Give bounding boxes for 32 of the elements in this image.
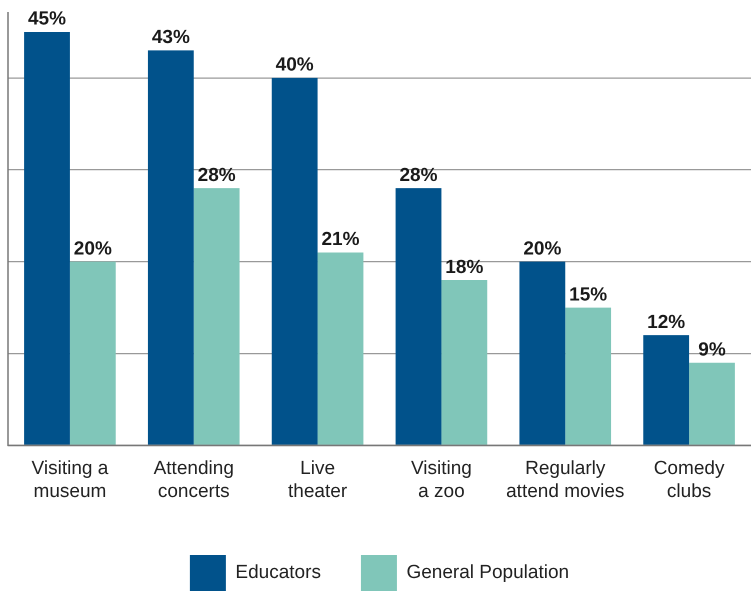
data-label: 43% — [152, 27, 190, 48]
data-label: 20% — [74, 238, 112, 260]
data-label: 15% — [569, 284, 608, 306]
bar — [565, 308, 612, 445]
bar — [441, 280, 488, 445]
data-label: 45% — [28, 8, 66, 30]
data-label: 9% — [698, 339, 726, 360]
bar — [194, 188, 240, 445]
bar — [396, 188, 442, 445]
x-tick-label: Visiting a zoo — [410, 458, 472, 502]
data-label: 40% — [276, 54, 314, 76]
data-label: 28% — [399, 164, 438, 186]
x-tick-label: Regularly attend movies — [506, 458, 624, 502]
legend-label: Educators — [235, 562, 321, 584]
bar — [148, 50, 194, 445]
data-label: 28% — [198, 164, 236, 186]
legend-label: General Population — [406, 562, 570, 584]
bar — [272, 78, 318, 445]
x-tick-label: Comedy clubs — [654, 458, 725, 502]
x-tick-label: Visiting a museum — [32, 458, 109, 502]
data-label: 12% — [647, 312, 686, 333]
bar — [519, 262, 566, 445]
x-tick-label: Attending concerts — [154, 458, 234, 502]
bar — [70, 262, 116, 445]
bar — [689, 362, 735, 445]
bar — [318, 252, 364, 445]
data-label: 20% — [523, 238, 562, 260]
bar — [643, 335, 690, 445]
bar — [24, 32, 70, 445]
x-tick-label: Live theater — [288, 458, 348, 502]
data-label: 21% — [321, 229, 360, 250]
data-label: 18% — [445, 256, 484, 278]
